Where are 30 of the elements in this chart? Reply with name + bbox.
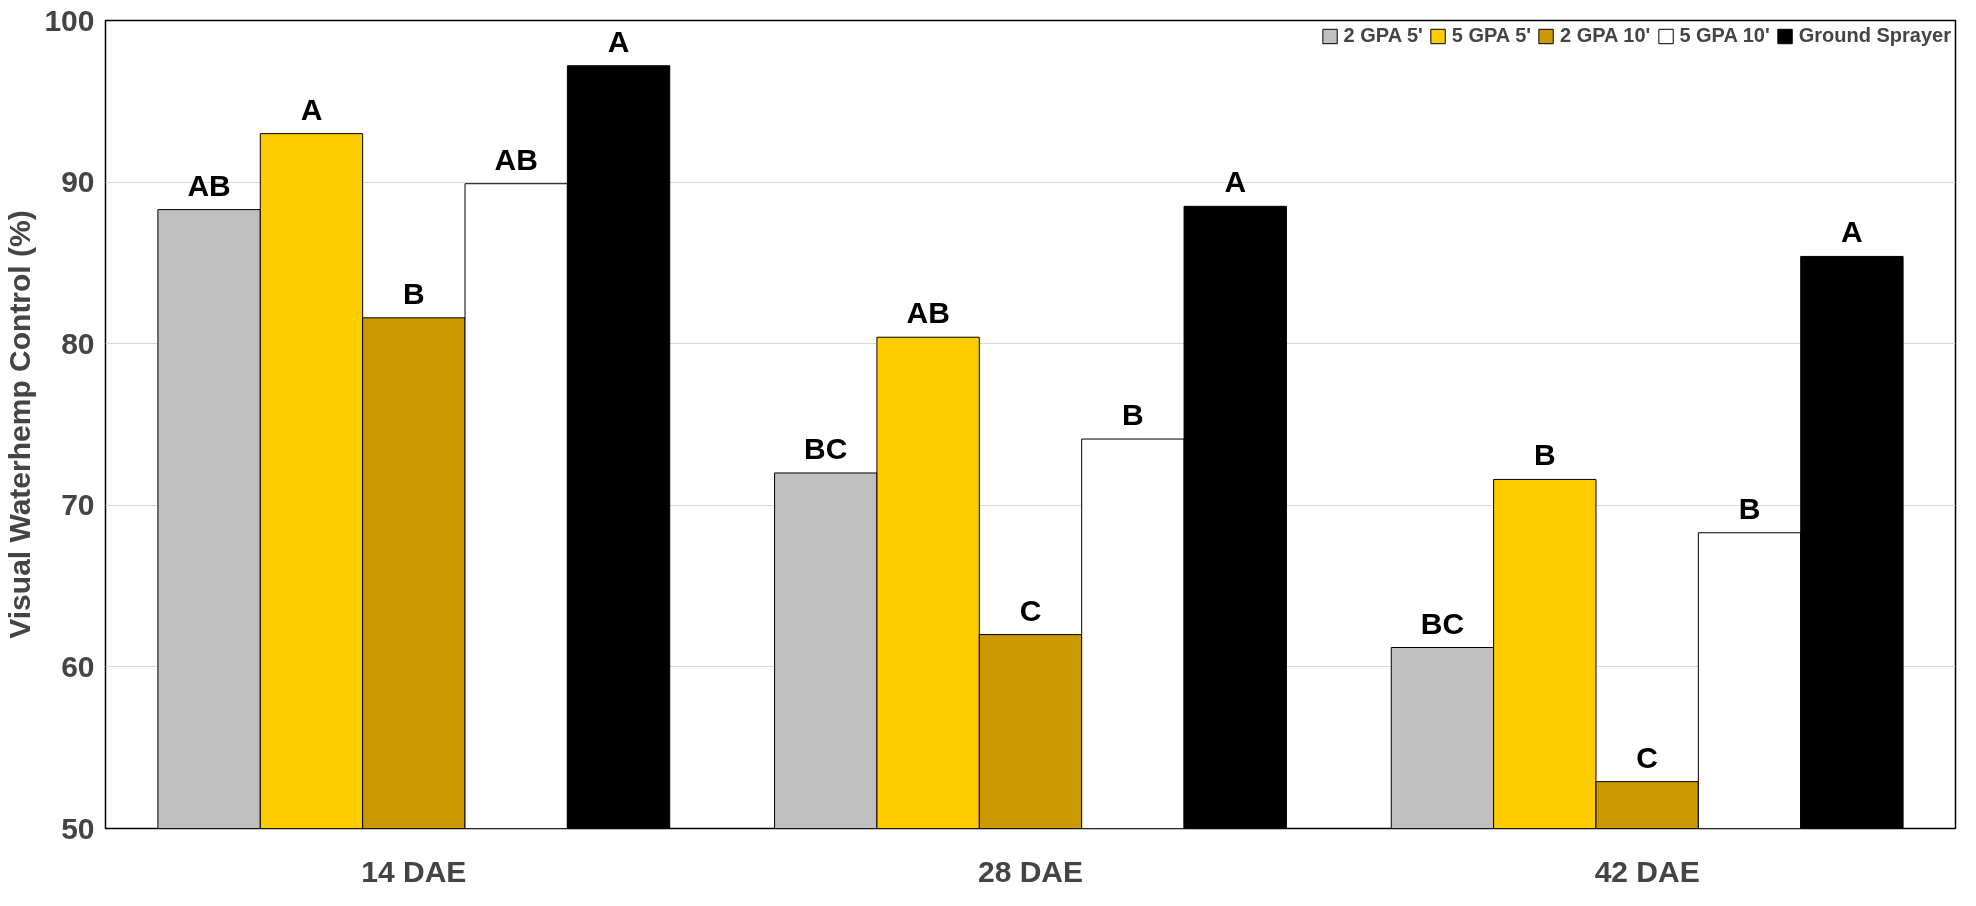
data-label: BC <box>1420 606 1465 640</box>
y-tick-label: 80 <box>61 326 95 360</box>
data-label: B <box>1533 438 1556 472</box>
legend-label: 5 GPA 10' <box>1679 24 1770 47</box>
data-label: A <box>1841 215 1863 249</box>
legend-label: 2 GPA 10' <box>1560 24 1651 47</box>
data-label: C <box>1019 593 1042 627</box>
x-tick-label: 14 DAE <box>361 854 467 888</box>
data-label: AB <box>494 142 538 176</box>
data-label: B <box>1122 398 1144 432</box>
data-label: BC <box>804 431 848 465</box>
legend-label: Ground Sprayer <box>1798 24 1951 47</box>
y-axis-title: Visual Waterhemp Control (%) <box>3 210 37 639</box>
y-tick-label: 70 <box>61 488 95 522</box>
data-label: A <box>300 92 323 126</box>
legend-label: 2 GPA 5' <box>1343 24 1423 47</box>
x-tick-label: 28 DAE <box>977 854 1084 888</box>
data-label: B <box>403 276 425 310</box>
y-tick-label: 90 <box>61 165 95 199</box>
y-tick-label: 50 <box>61 811 95 845</box>
data-label: B <box>1738 491 1761 525</box>
data-label: AB <box>187 168 231 202</box>
data-label: AB <box>906 296 950 330</box>
y-tick-label: 100 <box>44 3 95 37</box>
y-tick-label: 60 <box>61 649 95 683</box>
data-label: A <box>607 24 630 58</box>
data-label: A <box>1224 165 1247 199</box>
x-tick-label: 42 DAE <box>1594 854 1700 888</box>
legend-label: 5 GPA 5' <box>1451 24 1532 47</box>
data-label: C <box>1636 740 1659 774</box>
